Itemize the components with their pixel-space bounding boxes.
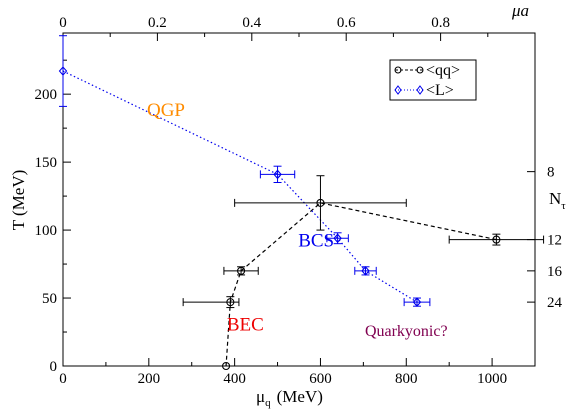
top-tick-label: 0: [59, 15, 67, 31]
x-tick-label: 1000: [477, 371, 507, 387]
legend-circle-right: [416, 66, 424, 74]
data-point-diamond: [58, 66, 68, 76]
data-point-circle: [237, 266, 246, 275]
svg-text:μq(MeV): μq (MeV): [256, 387, 323, 409]
legend-label-l: <L>: [426, 82, 454, 99]
series-line-0: [225, 202, 497, 367]
right-axis-title-sub: τ: [561, 200, 566, 212]
data-point-diamond: [333, 233, 342, 244]
top-tick-label: 0.2: [148, 15, 167, 31]
legend-circle-left: [394, 66, 402, 74]
legend-entry-l: <L>: [394, 82, 454, 99]
x-tick-label: 200: [138, 371, 161, 387]
annotation-layer: QGP BCS BEC Quarkyonic?: [147, 100, 448, 340]
series-lines-layer: [62, 70, 497, 367]
errorbar-layer: [59, 35, 545, 309]
data-point-circle: [492, 235, 501, 244]
annotation-label: Quarkyonic?: [365, 323, 448, 340]
y-tick-label: 150: [35, 155, 58, 171]
data-point-circle: [316, 198, 325, 207]
legend-diamond-right: [416, 85, 424, 95]
y-tick-label: 200: [35, 87, 58, 103]
x-tick-label: 0: [59, 371, 67, 387]
right-tick-label: 24: [547, 295, 563, 311]
x-tick-label: 800: [395, 371, 418, 387]
top-tick-label: 0.6: [337, 15, 356, 31]
legend: <qq> <L>: [389, 59, 477, 101]
top-axis-title: μa: [511, 1, 529, 20]
y-axis-title: T (MeV): [9, 170, 28, 231]
annotation-label: BEC: [227, 315, 264, 336]
x-tick-label: 400: [223, 371, 246, 387]
top-tick-label: 0.8: [431, 15, 450, 31]
annotation-label: QGP: [147, 100, 185, 121]
data-point-circle: [222, 361, 231, 371]
y-tick-label: 0: [50, 359, 58, 375]
right-tick-label: 12: [547, 233, 562, 249]
data-point-circle: [226, 298, 235, 307]
x-axis-title: μq (MeV): [256, 387, 323, 409]
axes-layer: 0 200 400 600 800 1000 0 50 100 150 200 0 0.2 0.4 0.6 0…: [35, 15, 563, 387]
svg-text:Nτ: Nτ: [549, 189, 566, 212]
annotation-label: BCS: [298, 230, 334, 251]
right-axis-title-main: N: [549, 189, 561, 208]
data-point-diamond: [412, 297, 422, 307]
x-axis-title-main: μ: [256, 387, 265, 406]
y-tick-label: 50: [42, 291, 57, 307]
x-axis-title-sub: q: [265, 397, 271, 409]
legend-box: [389, 59, 477, 101]
series-line-1: [62, 70, 418, 303]
top-tick-label: 0.4: [242, 15, 261, 31]
y-tick-label: 100: [35, 223, 58, 239]
right-axis-title: Nτ: [549, 189, 566, 212]
x-axis-title-unit: (MeV): [277, 387, 323, 406]
legend-entry-qq: <qq>: [394, 62, 460, 79]
right-tick-label: 16: [547, 264, 563, 280]
x-tick-label: 600: [309, 371, 332, 387]
legend-label-qq: <qq>: [426, 62, 460, 79]
legend-diamond-left: [394, 85, 402, 95]
data-point-diamond: [361, 266, 370, 276]
data-point-diamond: [273, 169, 282, 180]
marker-layer: [58, 66, 501, 371]
right-tick-label: 8: [547, 165, 555, 181]
